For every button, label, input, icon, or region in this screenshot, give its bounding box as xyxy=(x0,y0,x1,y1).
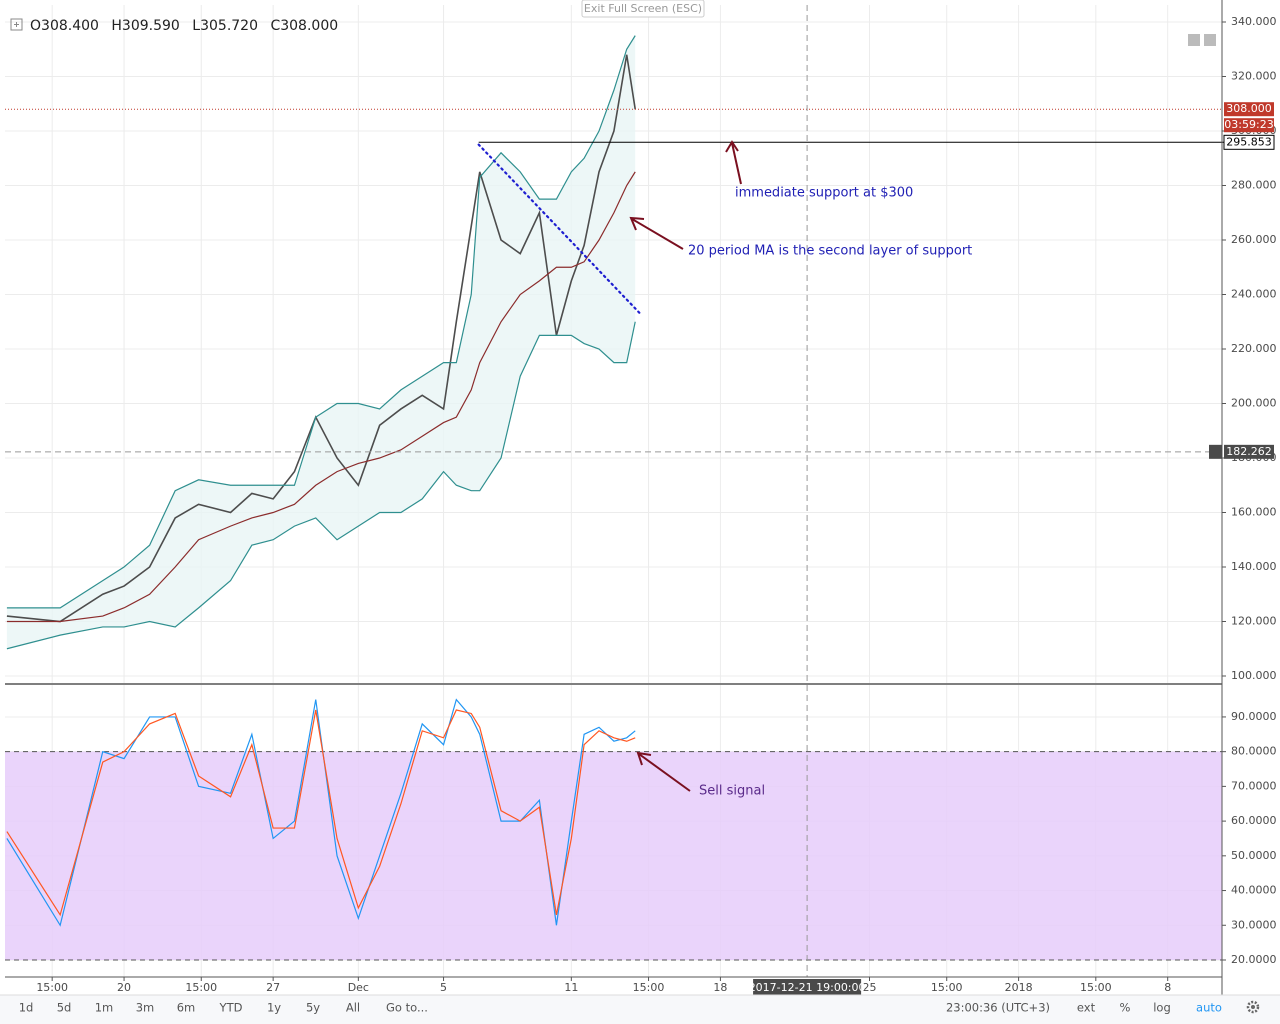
y-tick-label: 240.000 xyxy=(1231,288,1277,301)
range-button[interactable]: 5y xyxy=(306,1001,320,1015)
range-button[interactable]: YTD xyxy=(219,1001,243,1015)
ohlc-label: O xyxy=(30,18,41,34)
toolbar xyxy=(0,995,1280,1024)
y-tick-label: 50.0000 xyxy=(1231,849,1277,862)
support-box xyxy=(1223,134,1275,150)
x-tick-label: 20 xyxy=(117,981,131,994)
x-tick-label: 11 xyxy=(564,981,578,994)
x-tick-label: 15:00 xyxy=(185,981,217,994)
fullscreen-button-label: Exit Full Screen (ESC) xyxy=(584,2,702,15)
ohlc-label: C xyxy=(270,18,280,34)
y-tick-label: 320.000 xyxy=(1231,70,1277,83)
arrows xyxy=(629,140,742,792)
y-tick-label: 80.0000 xyxy=(1231,745,1277,758)
range-button[interactable]: 1m xyxy=(95,1001,114,1015)
support-label: 295.853 xyxy=(1226,135,1272,148)
crosshair-y-label: 182.262 xyxy=(1226,445,1272,458)
x-tick-label: 15:00 xyxy=(1080,981,1112,994)
arrow xyxy=(636,751,691,792)
range-button[interactable]: 1y xyxy=(267,1001,281,1015)
y-tick-label: 140.000 xyxy=(1231,560,1277,573)
crosshair-plus[interactable] xyxy=(1209,444,1222,459)
y-tick-label: 260.000 xyxy=(1231,233,1277,246)
ohlc-label: L xyxy=(192,18,200,34)
range-button[interactable]: 3m xyxy=(136,1001,155,1015)
y-tick-label: 60.0000 xyxy=(1231,814,1277,827)
y-tick-label: 70.0000 xyxy=(1231,779,1277,792)
series-line xyxy=(6,171,636,623)
option-button[interactable]: ext xyxy=(1077,1001,1096,1015)
x-tick-label: 8 xyxy=(1164,981,1171,994)
range-button[interactable]: 1d xyxy=(19,1001,34,1015)
arrow xyxy=(725,140,742,185)
y-tick-label: 200.000 xyxy=(1231,396,1277,409)
last-price-box xyxy=(1224,102,1274,117)
ohlc-value: 309.590 xyxy=(122,18,180,34)
ohlc-label: H xyxy=(111,18,122,34)
series-line xyxy=(6,54,637,623)
y-tick-label: 160.000 xyxy=(1231,505,1277,518)
x-tick-label: Dec xyxy=(348,981,369,994)
goto-button[interactable]: Go to... xyxy=(386,1001,428,1015)
x-tick-label: 15:00 xyxy=(36,981,68,994)
y-tick-label: 40.0000 xyxy=(1231,884,1277,897)
range-button[interactable]: 5d xyxy=(57,1001,72,1015)
collapse-icon[interactable] xyxy=(10,18,23,31)
y-tick-label: 100.000 xyxy=(1231,669,1277,682)
y-tick-label: 340.000 xyxy=(1231,15,1277,28)
axis-layer: 15:00 20 15:00 27 Dec 5 11 15:00 18 25 15:00 2018 15… xyxy=(36,15,1277,995)
series-line xyxy=(6,709,636,917)
y-tick-label: 220.000 xyxy=(1231,342,1277,355)
option-button[interactable]: auto xyxy=(1196,1001,1222,1015)
clock: 23:00:36 (UTC+3) xyxy=(946,1001,1050,1015)
annotation: 20 period MA is the second layer of supp… xyxy=(688,244,972,259)
x-tick-label: 25 xyxy=(863,981,877,994)
option-button[interactable]: % xyxy=(1120,1001,1131,1015)
gear-center xyxy=(1251,1005,1255,1009)
x-tick-label: 15:00 xyxy=(633,981,665,994)
x-tick-label: 15:00 xyxy=(931,981,963,994)
x-tick-label: 2018 xyxy=(1005,981,1033,994)
trendline xyxy=(477,143,642,315)
crosshair-y-box xyxy=(1224,444,1274,459)
fullscreen-button[interactable] xyxy=(581,0,705,18)
series-line xyxy=(6,35,636,609)
annotation: Sell signal xyxy=(699,784,765,799)
range-button[interactable]: 6m xyxy=(177,1001,196,1015)
y-tick-label: 20.0000 xyxy=(1231,953,1277,966)
y-tick-label: 280.000 xyxy=(1231,179,1277,192)
ohlc-value: 308.000 xyxy=(280,18,338,34)
series-line xyxy=(6,321,636,650)
pane-control[interactable] xyxy=(1204,34,1216,46)
toolbar-items: 1d 5d 1m 3m 6m YTD 1y 5y All Go to... 23:00:36 (UT… xyxy=(19,1001,1222,1015)
crosshair-x-box xyxy=(753,979,862,995)
settings-icon[interactable] xyxy=(1246,1000,1260,1014)
ohlc-legend: O308.400 H309.590 L305.720 C308.000 xyxy=(30,18,338,34)
gear[interactable] xyxy=(1246,1000,1260,1014)
x-tick-label: 18 xyxy=(713,981,727,994)
pane-control[interactable] xyxy=(1188,34,1200,46)
countdown-label: 03:59:23 xyxy=(1224,118,1273,131)
band-fill xyxy=(6,35,636,649)
ohlc-value: 305.720 xyxy=(200,18,258,34)
y-tick-label: 90.0000 xyxy=(1231,710,1277,723)
series-line xyxy=(6,698,636,927)
x-tick-label: 27 xyxy=(266,981,280,994)
range-button[interactable]: All xyxy=(346,1001,360,1015)
plot-layer xyxy=(5,5,1274,977)
x-tick-label: 5 xyxy=(440,981,447,994)
countdown-box xyxy=(1224,118,1274,133)
option-button[interactable]: log xyxy=(1153,1001,1171,1015)
crosshair-x-label: 2017-12-21 19:00:00 xyxy=(749,981,866,994)
arrow xyxy=(629,216,684,250)
ohlc-value: 308.400 xyxy=(41,18,99,34)
annotation: immediate support at $300 xyxy=(735,186,913,201)
oversold-overbought-band xyxy=(5,751,1222,960)
y-tick-label: 120.000 xyxy=(1231,614,1277,627)
last-price-label: 308.000 xyxy=(1226,102,1272,115)
y-tick-label: 30.0000 xyxy=(1231,918,1277,931)
